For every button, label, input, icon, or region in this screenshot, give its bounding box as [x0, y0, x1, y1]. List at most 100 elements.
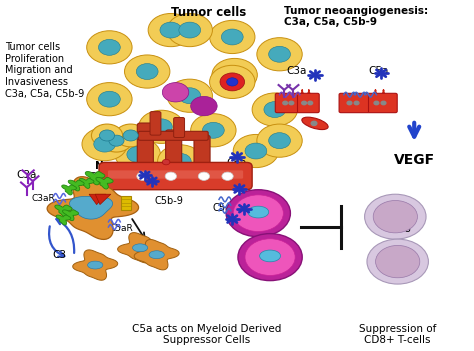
Circle shape — [283, 101, 288, 105]
Circle shape — [252, 93, 298, 126]
Circle shape — [150, 119, 172, 135]
Text: C5a: C5a — [227, 158, 247, 168]
Circle shape — [127, 146, 149, 163]
Circle shape — [245, 143, 267, 159]
Text: Normal
cells: Normal cells — [95, 161, 138, 183]
Polygon shape — [63, 210, 79, 221]
FancyBboxPatch shape — [138, 131, 208, 140]
Circle shape — [220, 73, 245, 91]
Circle shape — [227, 78, 238, 86]
Polygon shape — [70, 197, 113, 219]
Circle shape — [191, 97, 217, 116]
Circle shape — [269, 46, 291, 62]
Circle shape — [139, 110, 184, 144]
Circle shape — [373, 200, 418, 233]
FancyBboxPatch shape — [339, 93, 397, 113]
Text: C5a: C5a — [139, 172, 160, 182]
Circle shape — [101, 129, 132, 152]
Circle shape — [354, 101, 359, 105]
Circle shape — [269, 133, 291, 148]
Circle shape — [212, 58, 257, 92]
Ellipse shape — [88, 261, 103, 269]
Circle shape — [365, 194, 426, 239]
Circle shape — [374, 101, 379, 105]
Circle shape — [99, 39, 120, 55]
Circle shape — [302, 101, 307, 105]
Circle shape — [115, 138, 160, 171]
Polygon shape — [79, 178, 94, 188]
Circle shape — [162, 82, 189, 102]
Circle shape — [381, 101, 386, 105]
Polygon shape — [73, 250, 118, 280]
Text: C5: C5 — [88, 172, 102, 182]
Circle shape — [233, 134, 279, 168]
Text: C5a: C5a — [369, 66, 389, 77]
Ellipse shape — [109, 135, 124, 146]
Circle shape — [221, 29, 243, 45]
Text: Suppression of
CD8+ T-cells: Suppression of CD8+ T-cells — [359, 324, 437, 345]
Circle shape — [167, 79, 212, 112]
Circle shape — [160, 22, 182, 38]
Ellipse shape — [132, 244, 148, 252]
Polygon shape — [47, 177, 138, 239]
Circle shape — [87, 31, 132, 64]
Circle shape — [289, 101, 294, 105]
Text: C3: C3 — [53, 250, 67, 259]
Circle shape — [148, 13, 193, 47]
Circle shape — [233, 195, 283, 232]
Circle shape — [311, 121, 317, 125]
Text: Tumor cells
Proliferation
Migration and
Invasiveness
C3a, C5a, C5b-9: Tumor cells Proliferation Migration and … — [5, 42, 85, 99]
Circle shape — [224, 67, 246, 83]
Circle shape — [245, 239, 295, 276]
Text: C5a acts on Myeloid Derived
Suppressor Cells: C5a acts on Myeloid Derived Suppressor C… — [132, 324, 281, 345]
Ellipse shape — [100, 130, 115, 141]
Circle shape — [191, 114, 236, 147]
FancyBboxPatch shape — [137, 123, 154, 168]
FancyBboxPatch shape — [150, 112, 161, 135]
FancyBboxPatch shape — [121, 196, 131, 210]
FancyBboxPatch shape — [173, 118, 184, 138]
Circle shape — [137, 64, 158, 79]
Text: C3b: C3b — [73, 220, 94, 230]
Circle shape — [238, 234, 302, 280]
Ellipse shape — [123, 130, 138, 141]
Text: C5aR: C5aR — [212, 203, 238, 213]
FancyBboxPatch shape — [108, 170, 243, 179]
Circle shape — [115, 124, 146, 147]
Text: C3aR: C3aR — [31, 194, 55, 203]
Circle shape — [210, 20, 255, 54]
Circle shape — [165, 172, 176, 180]
Polygon shape — [56, 215, 71, 225]
Circle shape — [169, 153, 191, 169]
Polygon shape — [89, 194, 106, 205]
Circle shape — [157, 145, 203, 178]
Polygon shape — [118, 233, 163, 263]
Polygon shape — [134, 239, 179, 270]
Circle shape — [375, 245, 420, 278]
Polygon shape — [96, 177, 113, 189]
Circle shape — [347, 101, 352, 105]
Circle shape — [87, 82, 132, 116]
Ellipse shape — [302, 117, 328, 130]
Text: C3a: C3a — [17, 170, 37, 180]
Polygon shape — [68, 180, 84, 191]
Circle shape — [202, 122, 224, 138]
Text: C5aR: C5aR — [109, 224, 133, 233]
Circle shape — [226, 190, 291, 237]
Polygon shape — [85, 172, 105, 185]
Circle shape — [137, 172, 148, 180]
Circle shape — [99, 91, 120, 107]
FancyBboxPatch shape — [165, 130, 182, 168]
Text: VEGF: VEGF — [394, 153, 435, 167]
Text: C5b-9: C5b-9 — [155, 196, 183, 206]
Ellipse shape — [149, 251, 164, 259]
Circle shape — [179, 88, 201, 104]
FancyBboxPatch shape — [99, 163, 252, 190]
Circle shape — [179, 22, 201, 38]
Circle shape — [167, 13, 212, 47]
Circle shape — [82, 127, 128, 161]
Circle shape — [308, 101, 313, 105]
Ellipse shape — [248, 206, 269, 218]
Circle shape — [91, 124, 123, 147]
FancyBboxPatch shape — [194, 135, 210, 168]
